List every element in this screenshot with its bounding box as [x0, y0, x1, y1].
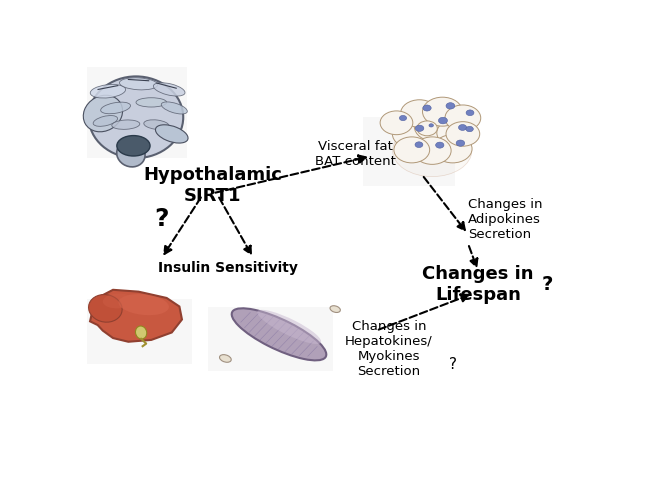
Circle shape: [433, 134, 472, 163]
Circle shape: [417, 121, 438, 136]
Text: Hypothalamic
SIRT1: Hypothalamic SIRT1: [143, 166, 282, 205]
Ellipse shape: [119, 294, 169, 315]
Ellipse shape: [89, 76, 183, 158]
Circle shape: [446, 121, 480, 146]
Ellipse shape: [117, 135, 150, 156]
Polygon shape: [90, 290, 182, 342]
FancyBboxPatch shape: [208, 307, 333, 372]
Circle shape: [446, 103, 455, 109]
Text: ?: ?: [542, 275, 553, 294]
Ellipse shape: [117, 141, 145, 167]
Circle shape: [445, 105, 481, 131]
Circle shape: [415, 125, 424, 132]
Ellipse shape: [156, 125, 188, 143]
Ellipse shape: [257, 310, 321, 344]
Circle shape: [438, 117, 447, 124]
Circle shape: [415, 142, 423, 147]
Ellipse shape: [103, 294, 133, 308]
Circle shape: [394, 137, 430, 163]
Circle shape: [415, 112, 455, 141]
Circle shape: [401, 100, 438, 127]
Circle shape: [456, 140, 465, 146]
Ellipse shape: [119, 78, 158, 90]
Ellipse shape: [90, 84, 126, 98]
Ellipse shape: [144, 120, 169, 130]
Ellipse shape: [136, 326, 147, 339]
Circle shape: [392, 120, 431, 148]
Circle shape: [399, 115, 407, 120]
Text: Changes in
Hepatokines/
Myokines
Secretion: Changes in Hepatokines/ Myokines Secreti…: [345, 320, 433, 378]
Text: Visceral fat
BAT content: Visceral fat BAT content: [315, 140, 396, 168]
Ellipse shape: [88, 295, 122, 322]
Ellipse shape: [154, 83, 185, 96]
Circle shape: [422, 97, 463, 126]
Ellipse shape: [232, 308, 326, 361]
Ellipse shape: [136, 98, 167, 107]
Circle shape: [437, 120, 474, 146]
Circle shape: [429, 124, 434, 127]
Ellipse shape: [161, 102, 187, 114]
Text: ?: ?: [449, 357, 457, 372]
Ellipse shape: [112, 120, 140, 129]
Ellipse shape: [83, 95, 123, 132]
Circle shape: [466, 110, 474, 116]
Circle shape: [436, 142, 444, 148]
Text: Insulin Sensitivity: Insulin Sensitivity: [158, 261, 298, 275]
FancyBboxPatch shape: [88, 299, 192, 364]
Text: Changes in
Adipokines
Secretion: Changes in Adipokines Secretion: [468, 198, 542, 241]
Circle shape: [423, 105, 431, 111]
Ellipse shape: [393, 125, 472, 176]
Circle shape: [380, 111, 413, 134]
Ellipse shape: [101, 102, 130, 114]
Circle shape: [413, 137, 451, 164]
Circle shape: [466, 126, 473, 132]
Ellipse shape: [219, 355, 231, 362]
Text: ?: ?: [154, 207, 169, 231]
FancyBboxPatch shape: [88, 67, 187, 158]
Ellipse shape: [93, 116, 117, 126]
Text: Changes in
Lifespan: Changes in Lifespan: [422, 265, 534, 304]
Circle shape: [459, 124, 467, 131]
FancyBboxPatch shape: [363, 117, 455, 186]
Ellipse shape: [330, 306, 340, 312]
